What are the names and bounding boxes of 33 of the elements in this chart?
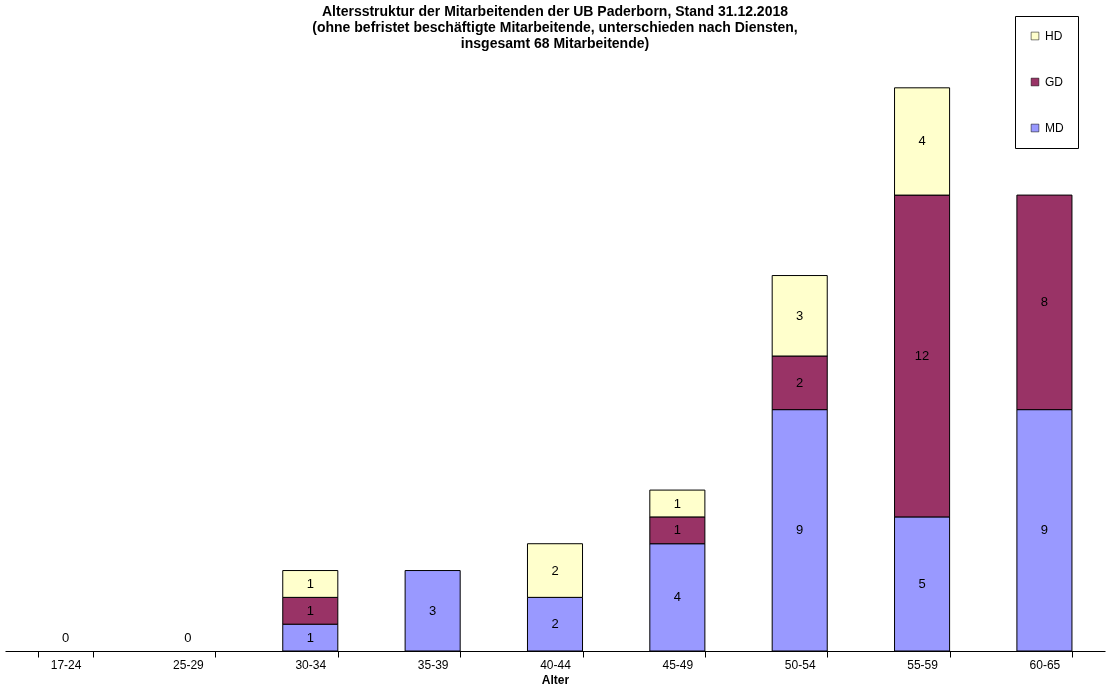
x-tick-label: 60-65	[1029, 657, 1061, 672]
data-label: 0	[184, 630, 192, 645]
data-label: 9	[1040, 522, 1049, 538]
x-tick-label: 17-24	[50, 657, 82, 672]
data-label: 4	[918, 133, 926, 149]
data-label: 4	[673, 589, 681, 605]
data-label: 1	[306, 602, 314, 618]
data-label: 3	[796, 307, 804, 323]
x-tick-label: 30-34	[295, 657, 327, 672]
x-tick-label: 40-44	[540, 657, 572, 672]
x-tick-label: 50-54	[784, 657, 816, 672]
data-label: 2	[796, 374, 804, 390]
data-label: 9	[796, 522, 804, 538]
legend-label: GD	[1045, 75, 1064, 89]
data-label: 8	[1040, 294, 1049, 310]
data-label: 1	[306, 629, 314, 645]
x-tick-label: 45-49	[662, 657, 694, 672]
chart-title: Altersstruktur der Mitarbeitenden der UB Paderborn, Stand 31.12.2018 (ohne befristet beschäftigte Mitarbeitende, unterschieden nach Diensten, insgesamt 68 Mitarbeitende)	[312, 3, 798, 51]
data-label: 3	[429, 602, 437, 618]
legend-label: HD	[1045, 29, 1063, 43]
x-axis-title: Alter	[541, 672, 570, 687]
data-label: 12	[914, 348, 930, 363]
legend-label: MD	[1045, 121, 1064, 135]
data-label: 2	[551, 562, 559, 578]
data-label: 1	[306, 575, 314, 591]
x-tick-label: 25-29	[173, 657, 205, 672]
x-tick-label: 55-59	[907, 657, 939, 672]
data-label: 5	[918, 575, 926, 591]
data-label: 1	[673, 522, 681, 538]
data-label: 0	[61, 630, 70, 645]
x-tick-label: 35-39	[417, 657, 449, 672]
data-label: 2	[551, 616, 559, 632]
data-label: 1	[673, 495, 681, 511]
